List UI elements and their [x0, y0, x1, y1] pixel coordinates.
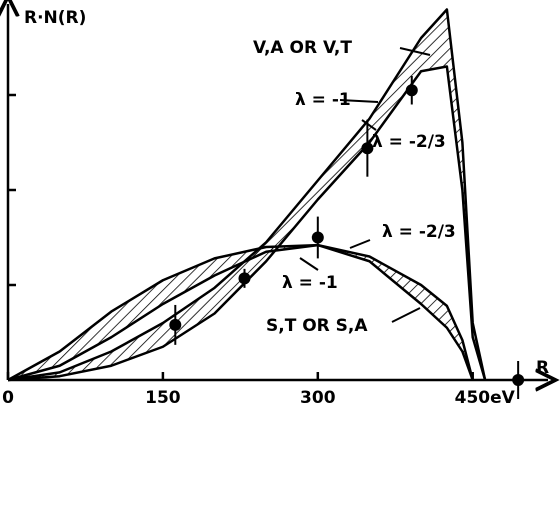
leader-line	[339, 99, 379, 103]
data-point	[238, 272, 251, 285]
annotation: λ = -2/3	[372, 132, 446, 152]
curve	[7, 65, 487, 382]
data-point	[311, 231, 324, 244]
x-tick-label: 450eV	[455, 388, 516, 408]
data-point	[512, 374, 525, 386]
curve	[7, 8, 487, 382]
annotation: S,T OR S,A	[266, 316, 368, 336]
x-tick-label: 0	[2, 388, 14, 408]
x-axis-label: R	[536, 358, 549, 378]
leader-line	[299, 257, 319, 271]
annotation: λ = -1	[295, 90, 351, 110]
leader-line	[361, 119, 377, 131]
x-tick-label: 300	[300, 388, 336, 408]
annotation: λ = -1	[282, 273, 338, 293]
band-hatch	[8, 9, 486, 380]
annotation: λ = -2/3	[382, 222, 456, 242]
data-point	[405, 84, 418, 97]
y-axis-label: R·N(R)	[24, 8, 86, 28]
leader-line	[399, 47, 431, 56]
leader-line	[391, 307, 421, 323]
data-point	[169, 318, 182, 331]
curve	[7, 243, 474, 382]
annotation: V,A OR V,T	[253, 38, 352, 58]
curve	[7, 243, 474, 382]
x-tick-label: 150	[145, 388, 181, 408]
data-point	[361, 142, 374, 155]
leader-line	[349, 239, 371, 249]
